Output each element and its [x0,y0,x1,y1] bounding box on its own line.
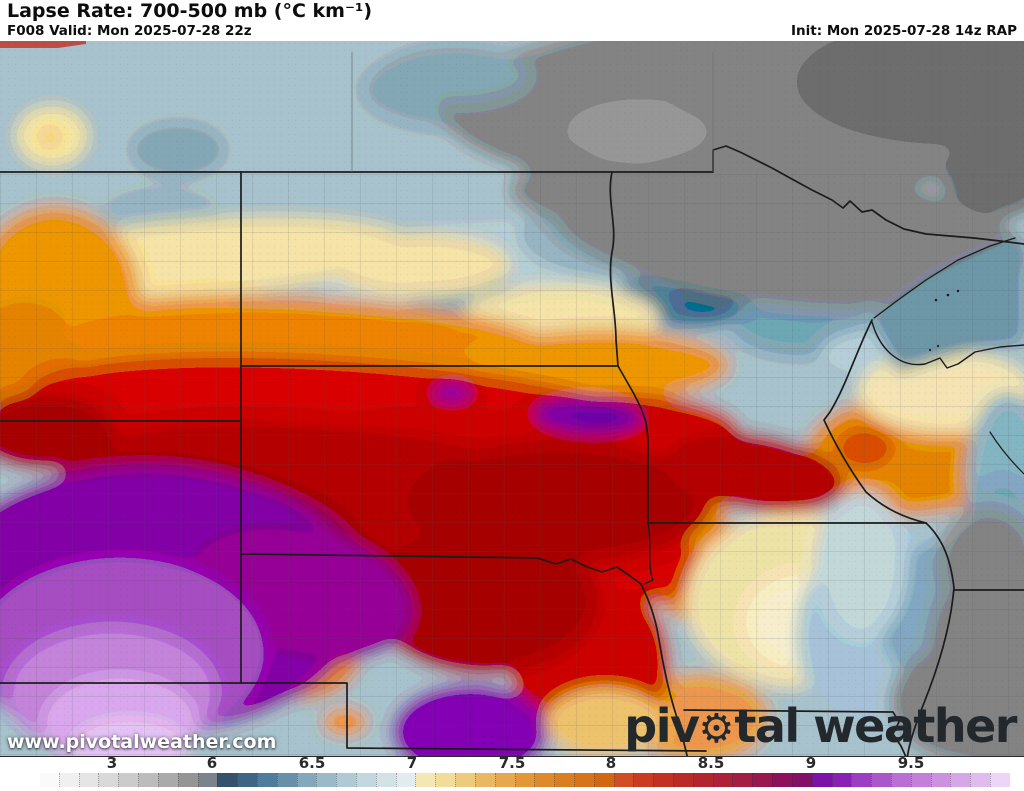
colorbar-swatch [831,773,852,787]
colorbar-swatch [296,773,317,787]
colorbar-tick-label: 9.5 [897,754,925,772]
colorbar-tick-label: 3 [106,754,118,772]
colorbar-swatch [791,773,812,787]
faint-borders [351,52,714,172]
lapse-rate-map [0,41,1024,757]
stipple-texture [0,41,1024,757]
colorbar-swatch [712,773,733,787]
colorbar-swatch [593,773,614,787]
colorbar-swatch [871,773,891,787]
colorbar-swatch [356,773,376,787]
colorbar-swatch [554,773,574,787]
colorbar-swatch [752,773,773,787]
colorbar-swatch [98,773,119,787]
colorbar-swatch [851,773,872,787]
colorbar-swatch [177,773,198,787]
brand-text-right: tal weather [734,699,1017,753]
colorbar-swatch [970,773,990,787]
colorbar-swatch [653,773,673,787]
colorbar-tick-label: 9 [805,754,817,772]
colorbar-swatch [455,773,475,787]
colorbar-swatch [256,773,277,787]
colorbar-swatch [673,773,693,787]
colorbar-swatch [910,773,931,787]
header: Lapse Rate: 700-500 mb (°C km⁻¹) F008 Va… [0,0,1024,41]
colorbar-swatch [534,773,555,787]
colorbar-tick-label: 7 [406,754,418,772]
colorbar-swatch [811,773,832,787]
colorbar-swatch [990,773,1010,787]
colorbar-swatch [237,773,257,787]
brand-watermark: piv⚙tal weather [624,703,1017,752]
colorbar-tick-label: 7.5 [498,754,526,772]
state-borders [0,145,1024,757]
colorbar-tick-label: 8.5 [697,754,725,772]
colorbar-swatch [930,773,951,787]
colorbar-swatch [78,773,99,787]
colorbar-swatch [316,773,337,787]
colorbar-swatch [613,773,634,787]
page-title: Lapse Rate: 700-500 mb (°C km⁻¹) [7,0,373,22]
colorbar-swatch [375,773,396,787]
colorbar-swatch [772,773,792,787]
gear-icon: ⚙ [698,706,735,752]
colorbar-swatch [633,773,654,787]
brand-text-left: piv [624,699,700,753]
colorbar-swatch [217,773,238,787]
colorbar-swatch [336,773,356,787]
colorbar-swatch [494,773,515,787]
colorbar-swatch [415,773,436,787]
colorbar-swatch [732,773,753,787]
colorbar-swatch [950,773,971,787]
colorbar [40,773,1010,787]
colorbar-swatch [157,773,178,787]
map-canvas [0,41,1024,757]
init-time-label: Init: Mon 2025-07-28 14z RAP [791,23,1017,39]
website-url: www.pivotalweather.com [7,731,277,753]
colorbar-tick-label: 8 [605,754,617,772]
colorbar-swatch [692,773,713,787]
colorbar-swatch [58,773,79,787]
lake-islands [928,289,960,352]
colorbar-tick-label: 6.5 [298,754,326,772]
colorbar-swatch [395,773,416,787]
colorbar-swatch [138,773,158,787]
colorbar-tick-label: 6 [206,754,218,772]
colorbar-swatch [197,773,218,787]
colorbar-swatch [573,773,594,787]
colorbar-swatch [890,773,911,787]
colorbar-swatch [474,773,495,787]
colorbar-swatch [40,773,59,787]
colorbar-legend: 3 6 6.5 7 7.5 8 8.5 9 9.5 [0,754,1024,791]
colorbar-swatch [276,773,297,787]
valid-time-label: F008 Valid: Mon 2025-07-28 22z [7,23,252,39]
colorbar-swatch [118,773,139,787]
colorbar-swatch [435,773,456,787]
colorbar-swatch [514,773,535,787]
